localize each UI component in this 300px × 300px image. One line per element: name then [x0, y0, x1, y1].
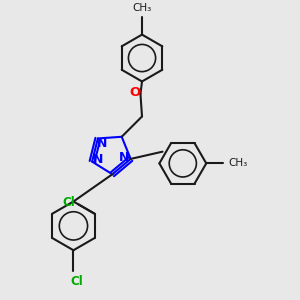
Text: O: O	[129, 86, 140, 99]
Text: N: N	[119, 151, 129, 164]
Text: Cl: Cl	[62, 196, 75, 209]
Text: N: N	[93, 152, 104, 166]
Text: CH₃: CH₃	[132, 3, 152, 13]
Text: Cl: Cl	[70, 275, 83, 288]
Text: CH₃: CH₃	[228, 158, 248, 168]
Text: N: N	[97, 137, 107, 150]
